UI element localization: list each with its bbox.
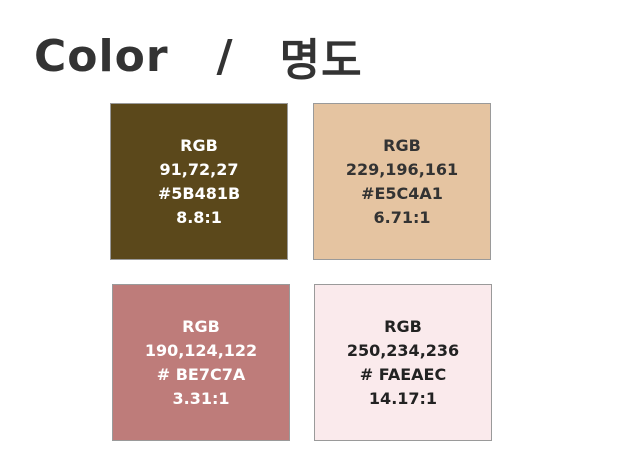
color-swatch-pale-pink: RGB 250,234,236 # FAEAEC 14.17:1 xyxy=(314,284,492,441)
swatch-rgb-value: 229,196,161 xyxy=(345,159,459,179)
color-swatch-dark-brown: RGB 91,72,27 #5B481B 8.8:1 xyxy=(110,103,288,260)
swatch-rgb-value: 250,234,236 xyxy=(346,340,460,360)
page-title: Color / 명도 xyxy=(34,26,363,87)
color-swatch-dusty-rose: RGB 190,124,122 # BE7C7A 3.31:1 xyxy=(112,284,290,441)
swatch-label: RGB xyxy=(180,135,218,155)
swatch-hex-value: # FAEAEC xyxy=(359,364,447,384)
swatch-label: RGB xyxy=(384,316,422,336)
swatch-hex-value: #E5C4A1 xyxy=(361,183,443,203)
swatch-label: RGB xyxy=(182,316,220,336)
swatch-contrast-ratio: 8.8:1 xyxy=(176,207,222,227)
swatch-contrast-ratio: 14.17:1 xyxy=(368,388,438,408)
swatch-hex-value: # BE7C7A xyxy=(156,364,246,384)
title-color-word: Color xyxy=(34,30,169,82)
swatch-rgb-value: 190,124,122 xyxy=(144,340,258,360)
title-separator: / xyxy=(216,30,234,82)
color-swatch-tan: RGB 229,196,161 #E5C4A1 6.71:1 xyxy=(313,103,491,260)
swatch-contrast-ratio: 3.31:1 xyxy=(172,388,230,408)
swatch-contrast-ratio: 6.71:1 xyxy=(373,207,431,227)
swatch-label: RGB xyxy=(383,135,421,155)
swatch-hex-value: #5B481B xyxy=(157,183,241,203)
title-brightness-word: 명도 xyxy=(279,35,363,86)
swatch-rgb-value: 91,72,27 xyxy=(159,159,239,179)
